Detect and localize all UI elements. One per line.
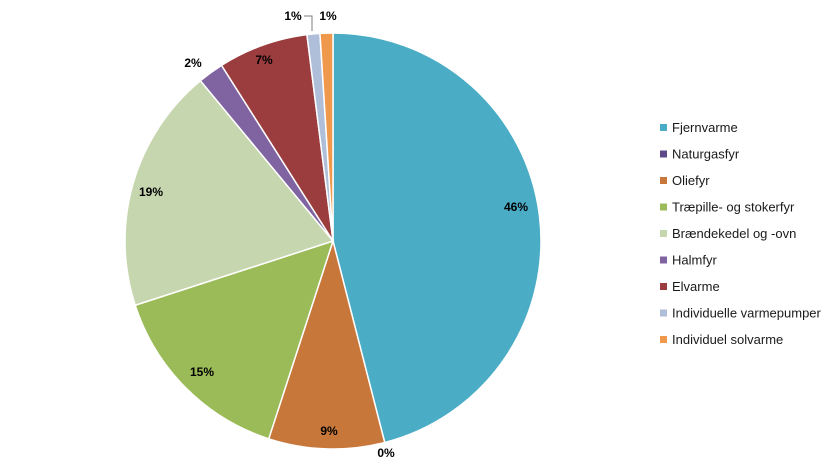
leader-lines (304, 15, 313, 31)
legend-item-individuel-solvarme: Individuel solvarme (660, 332, 783, 347)
legend-item-naturgasfyr: Naturgasfyr (660, 147, 740, 162)
slice-braendekedel-og-ovn (124, 79, 335, 307)
legend-swatch-halmfyr (660, 256, 667, 264)
legend-label-braendekedel-og-ovn: Brændekedel og -ovn (672, 226, 796, 241)
legend-swatch-traepille-og-stokerfyr (660, 203, 667, 211)
legend-item-braendekedel-og-ovn: Brændekedel og -ovn (660, 226, 796, 241)
legend-item-fjernvarme: Fjernvarme (660, 120, 738, 135)
legend-item-halmfyr: Halmfyr (660, 253, 717, 268)
legend-item-elvarme: Elvarme (660, 279, 720, 294)
data-label-halmfyr: 2% (184, 56, 202, 70)
legend-swatch-oliefyr (660, 177, 667, 184)
slice-oliefyr (267, 238, 386, 450)
pie-slices (124, 32, 542, 450)
legend-label-individuelle-varmepumper: Individuelle varmepumper (672, 306, 822, 321)
legend-item-traepille-og-stokerfyr: Træpille- og stokerfyr (660, 200, 795, 215)
leader-line-individuelle-varmepumper (304, 15, 313, 31)
legend-label-naturgasfyr: Naturgasfyr (672, 147, 740, 162)
data-label-elvarme: 7% (255, 53, 273, 67)
data-label-braendekedel-og-ovn: 19% (139, 185, 163, 199)
legend-swatch-fjernvarme (660, 124, 667, 131)
data-label-individuel-solvarme: 1% (319, 9, 337, 23)
legend-swatch-braendekedel-og-ovn (660, 230, 667, 237)
data-labels: 46% 0% 9% 15% 19% 2% 7% 1% 1% (139, 9, 528, 460)
legend-label-individuel-solvarme: Individuel solvarme (672, 332, 783, 347)
legend-item-individuelle-varmepumper: Individuelle varmepumper (660, 306, 822, 321)
legend-label-elvarme: Elvarme (672, 279, 720, 294)
legend-label-oliefyr: Oliefyr (672, 173, 710, 188)
legend-label-halmfyr: Halmfyr (672, 253, 717, 268)
slice-traepille-og-stokerfyr (134, 239, 335, 440)
legend: Fjernvarme Naturgasfyr Oliefyr Træpille- og… (660, 120, 822, 347)
slice-fjernvarme (332, 32, 542, 444)
legend-swatch-individuel-solvarme (660, 336, 667, 343)
legend-swatch-individuelle-varmepumper (660, 309, 667, 317)
legend-swatch-elvarme (660, 283, 667, 290)
legend-label-fjernvarme: Fjernvarme (672, 120, 738, 135)
data-label-fjernvarme: 46% (504, 200, 528, 214)
slice-individuel-solvarme (319, 32, 334, 242)
data-label-naturgasfyr: 0% (377, 446, 395, 460)
legend-item-oliefyr: Oliefyr (660, 173, 710, 188)
data-label-individuelle-varmepumper: 1% (284, 9, 302, 23)
data-label-oliefyr: 9% (320, 424, 338, 438)
legend-swatch-naturgasfyr (660, 150, 667, 158)
legend-label-traepille-og-stokerfyr: Træpille- og stokerfyr (672, 200, 795, 215)
data-label-traepille-og-stokerfyr: 15% (190, 365, 214, 379)
